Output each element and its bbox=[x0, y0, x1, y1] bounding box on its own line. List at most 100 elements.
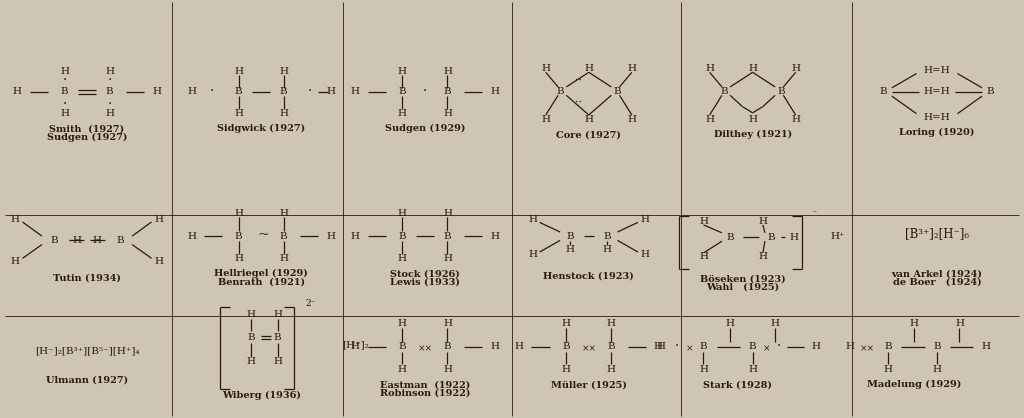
Text: B: B bbox=[880, 87, 888, 97]
Text: Hellriegel (1929): Hellriegel (1929) bbox=[214, 269, 308, 278]
Text: H: H bbox=[585, 64, 593, 74]
Text: Loring (1920): Loring (1920) bbox=[899, 128, 975, 138]
Text: B: B bbox=[105, 87, 114, 97]
Text: H: H bbox=[351, 87, 359, 97]
Text: B: B bbox=[749, 342, 757, 352]
Text: H: H bbox=[273, 310, 282, 319]
Text: H: H bbox=[280, 209, 288, 218]
Text: ××: ×× bbox=[418, 344, 432, 353]
Text: H: H bbox=[699, 365, 708, 374]
Text: de Boer   (1924): de Boer (1924) bbox=[893, 278, 981, 287]
Text: H: H bbox=[280, 254, 288, 263]
Text: H: H bbox=[955, 319, 964, 329]
Text: ·: · bbox=[777, 339, 781, 353]
Text: H: H bbox=[706, 115, 714, 124]
Text: H: H bbox=[443, 66, 452, 76]
Text: H: H bbox=[273, 357, 282, 366]
Text: H: H bbox=[607, 365, 615, 374]
Text: B: B bbox=[720, 87, 728, 96]
Text: Stark (1928): Stark (1928) bbox=[702, 380, 772, 389]
Text: H: H bbox=[443, 109, 452, 118]
Text: ·: · bbox=[675, 339, 679, 353]
Text: [H⁻]₂[B³⁺][B⁵⁻][H⁺]₄: [H⁻]₂[B³⁺][B⁵⁻][H⁺]₄ bbox=[35, 347, 139, 356]
Text: H: H bbox=[759, 252, 767, 261]
Text: ×: × bbox=[763, 344, 771, 353]
Text: Stock (1926): Stock (1926) bbox=[390, 269, 460, 278]
Text: H: H bbox=[699, 217, 708, 226]
Text: B: B bbox=[556, 87, 564, 96]
Text: B: B bbox=[443, 232, 452, 241]
Text: H: H bbox=[60, 66, 69, 76]
Text: H: H bbox=[153, 87, 161, 97]
Text: B: B bbox=[607, 342, 615, 352]
Text: Sudgen (1927): Sudgen (1927) bbox=[47, 133, 127, 142]
Text: Robinson (1922): Robinson (1922) bbox=[380, 388, 470, 398]
Text: H=H: H=H bbox=[924, 112, 950, 122]
Text: ·: · bbox=[423, 84, 427, 98]
Text: B: B bbox=[726, 232, 734, 242]
Text: B: B bbox=[933, 342, 941, 352]
Text: B: B bbox=[60, 87, 69, 97]
Text: ··: ·· bbox=[575, 97, 582, 107]
Text: H: H bbox=[234, 66, 243, 76]
Text: H: H bbox=[73, 236, 81, 245]
Text: H: H bbox=[187, 87, 196, 97]
Text: H: H bbox=[443, 254, 452, 263]
Text: B: B bbox=[50, 236, 58, 245]
Text: H: H bbox=[910, 319, 919, 329]
Text: H: H bbox=[490, 87, 499, 97]
Text: H: H bbox=[812, 342, 820, 352]
Text: H: H bbox=[155, 215, 163, 224]
Text: H: H bbox=[628, 115, 636, 124]
Text: H: H bbox=[490, 232, 499, 241]
Text: B: B bbox=[273, 333, 282, 342]
Text: H: H bbox=[790, 232, 798, 242]
Text: B: B bbox=[398, 232, 407, 241]
Text: Wahl   (1925): Wahl (1925) bbox=[706, 283, 779, 292]
Text: van Arkel (1924): van Arkel (1924) bbox=[892, 269, 982, 278]
Text: ·: · bbox=[62, 97, 67, 111]
Text: H: H bbox=[280, 66, 288, 76]
Text: H: H bbox=[351, 342, 359, 352]
Text: H: H bbox=[884, 365, 892, 374]
Text: ××: ×× bbox=[860, 344, 874, 353]
Text: H: H bbox=[234, 254, 243, 263]
Text: Smith  (1927): Smith (1927) bbox=[49, 124, 125, 133]
Text: H: H bbox=[443, 209, 452, 218]
Text: H: H bbox=[13, 87, 22, 97]
Text: H: H bbox=[351, 232, 359, 241]
Text: H: H bbox=[234, 209, 243, 218]
Text: H: H bbox=[699, 252, 708, 261]
Text: H: H bbox=[749, 365, 757, 374]
Text: H: H bbox=[60, 109, 69, 118]
Text: H: H bbox=[628, 64, 636, 74]
Text: [H⁺]₂: [H⁺]₂ bbox=[342, 340, 369, 349]
Text: H: H bbox=[846, 342, 854, 352]
Text: ·: · bbox=[108, 73, 112, 87]
Text: B: B bbox=[234, 232, 243, 241]
Text: H: H bbox=[234, 109, 243, 118]
Text: B: B bbox=[443, 342, 452, 352]
Text: B: B bbox=[247, 333, 255, 342]
Text: H: H bbox=[398, 209, 407, 218]
Text: H: H bbox=[105, 66, 114, 76]
Text: H: H bbox=[327, 87, 335, 97]
Text: B: B bbox=[777, 87, 785, 96]
Text: Müller (1925): Müller (1925) bbox=[551, 380, 627, 389]
Text: H: H bbox=[398, 66, 407, 76]
Text: B: B bbox=[562, 342, 570, 352]
Text: H=H: H=H bbox=[924, 66, 950, 75]
Text: H: H bbox=[528, 250, 537, 260]
Text: H: H bbox=[562, 319, 570, 329]
Text: H: H bbox=[247, 357, 255, 366]
Text: Dilthey (1921): Dilthey (1921) bbox=[714, 130, 792, 139]
Text: H: H bbox=[656, 342, 665, 352]
Text: H: H bbox=[641, 250, 649, 260]
Text: ×: × bbox=[685, 344, 693, 353]
Text: H: H bbox=[327, 232, 335, 241]
Text: Tutin (1934): Tutin (1934) bbox=[53, 273, 121, 283]
Text: H: H bbox=[562, 365, 570, 374]
Text: H: H bbox=[280, 109, 288, 118]
Text: H: H bbox=[398, 319, 407, 329]
Text: H: H bbox=[759, 217, 767, 226]
